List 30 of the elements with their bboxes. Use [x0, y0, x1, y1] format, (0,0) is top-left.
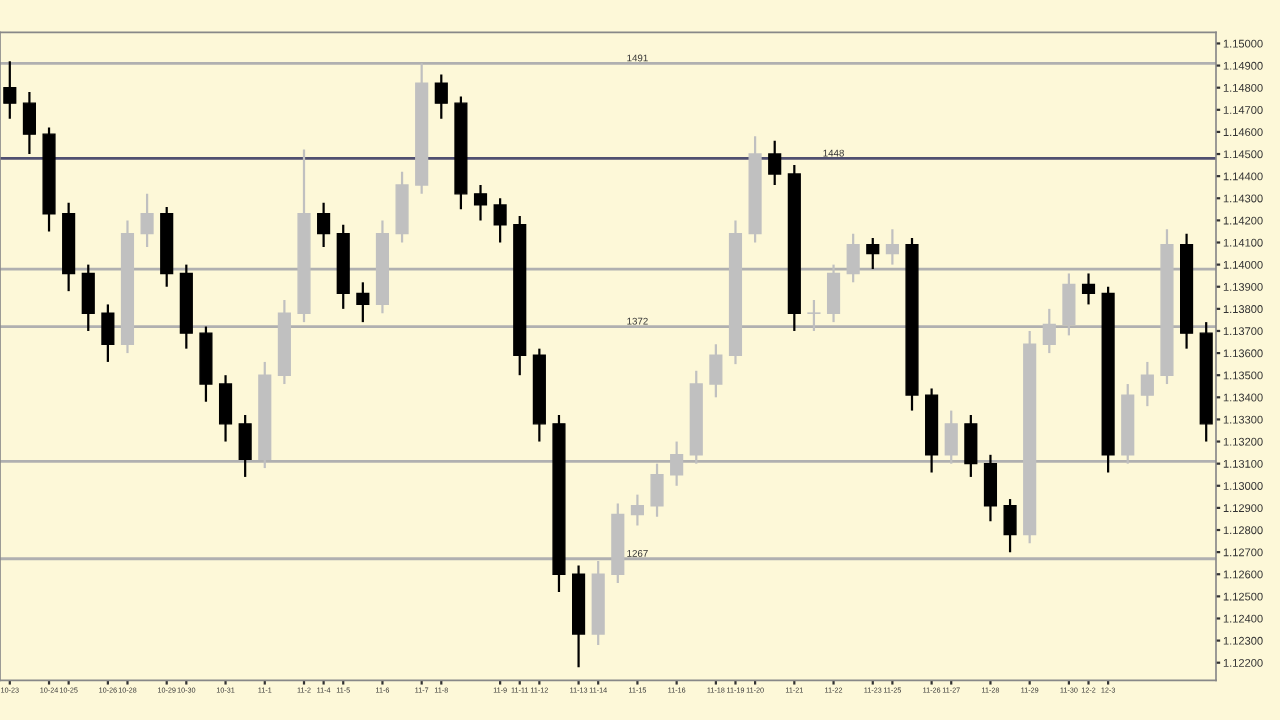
candlestick: [826, 263, 841, 324]
candlestick: [944, 409, 958, 465]
candlestick: [356, 281, 370, 324]
candlestick: [218, 374, 233, 443]
candlestick: [807, 298, 821, 333]
candlestick: [317, 201, 331, 249]
candlestick: [1042, 307, 1056, 355]
candlestick: [81, 263, 95, 333]
candlestick: [22, 91, 36, 156]
candlestick: [1003, 497, 1017, 554]
candlestick: [983, 453, 998, 523]
candlestick: [846, 232, 860, 284]
candlestick: [1140, 360, 1154, 408]
candlestick: [885, 228, 899, 266]
candlestick: [709, 343, 723, 399]
candlestick: [434, 73, 448, 120]
candlestick: [630, 493, 644, 527]
candlestick: [101, 303, 115, 364]
candlestick: [768, 139, 782, 187]
candlestick: [670, 440, 684, 487]
candlestick: [238, 413, 252, 479]
candlestick: [140, 192, 154, 249]
candlestick: [964, 413, 978, 479]
candlestick: [1062, 272, 1076, 337]
candlestick: [473, 183, 488, 222]
candlestick: [1081, 272, 1096, 306]
candlestick: [866, 236, 880, 271]
candlestick: [493, 197, 507, 244]
candlestick: [650, 462, 664, 518]
candlestick: [3, 60, 17, 120]
